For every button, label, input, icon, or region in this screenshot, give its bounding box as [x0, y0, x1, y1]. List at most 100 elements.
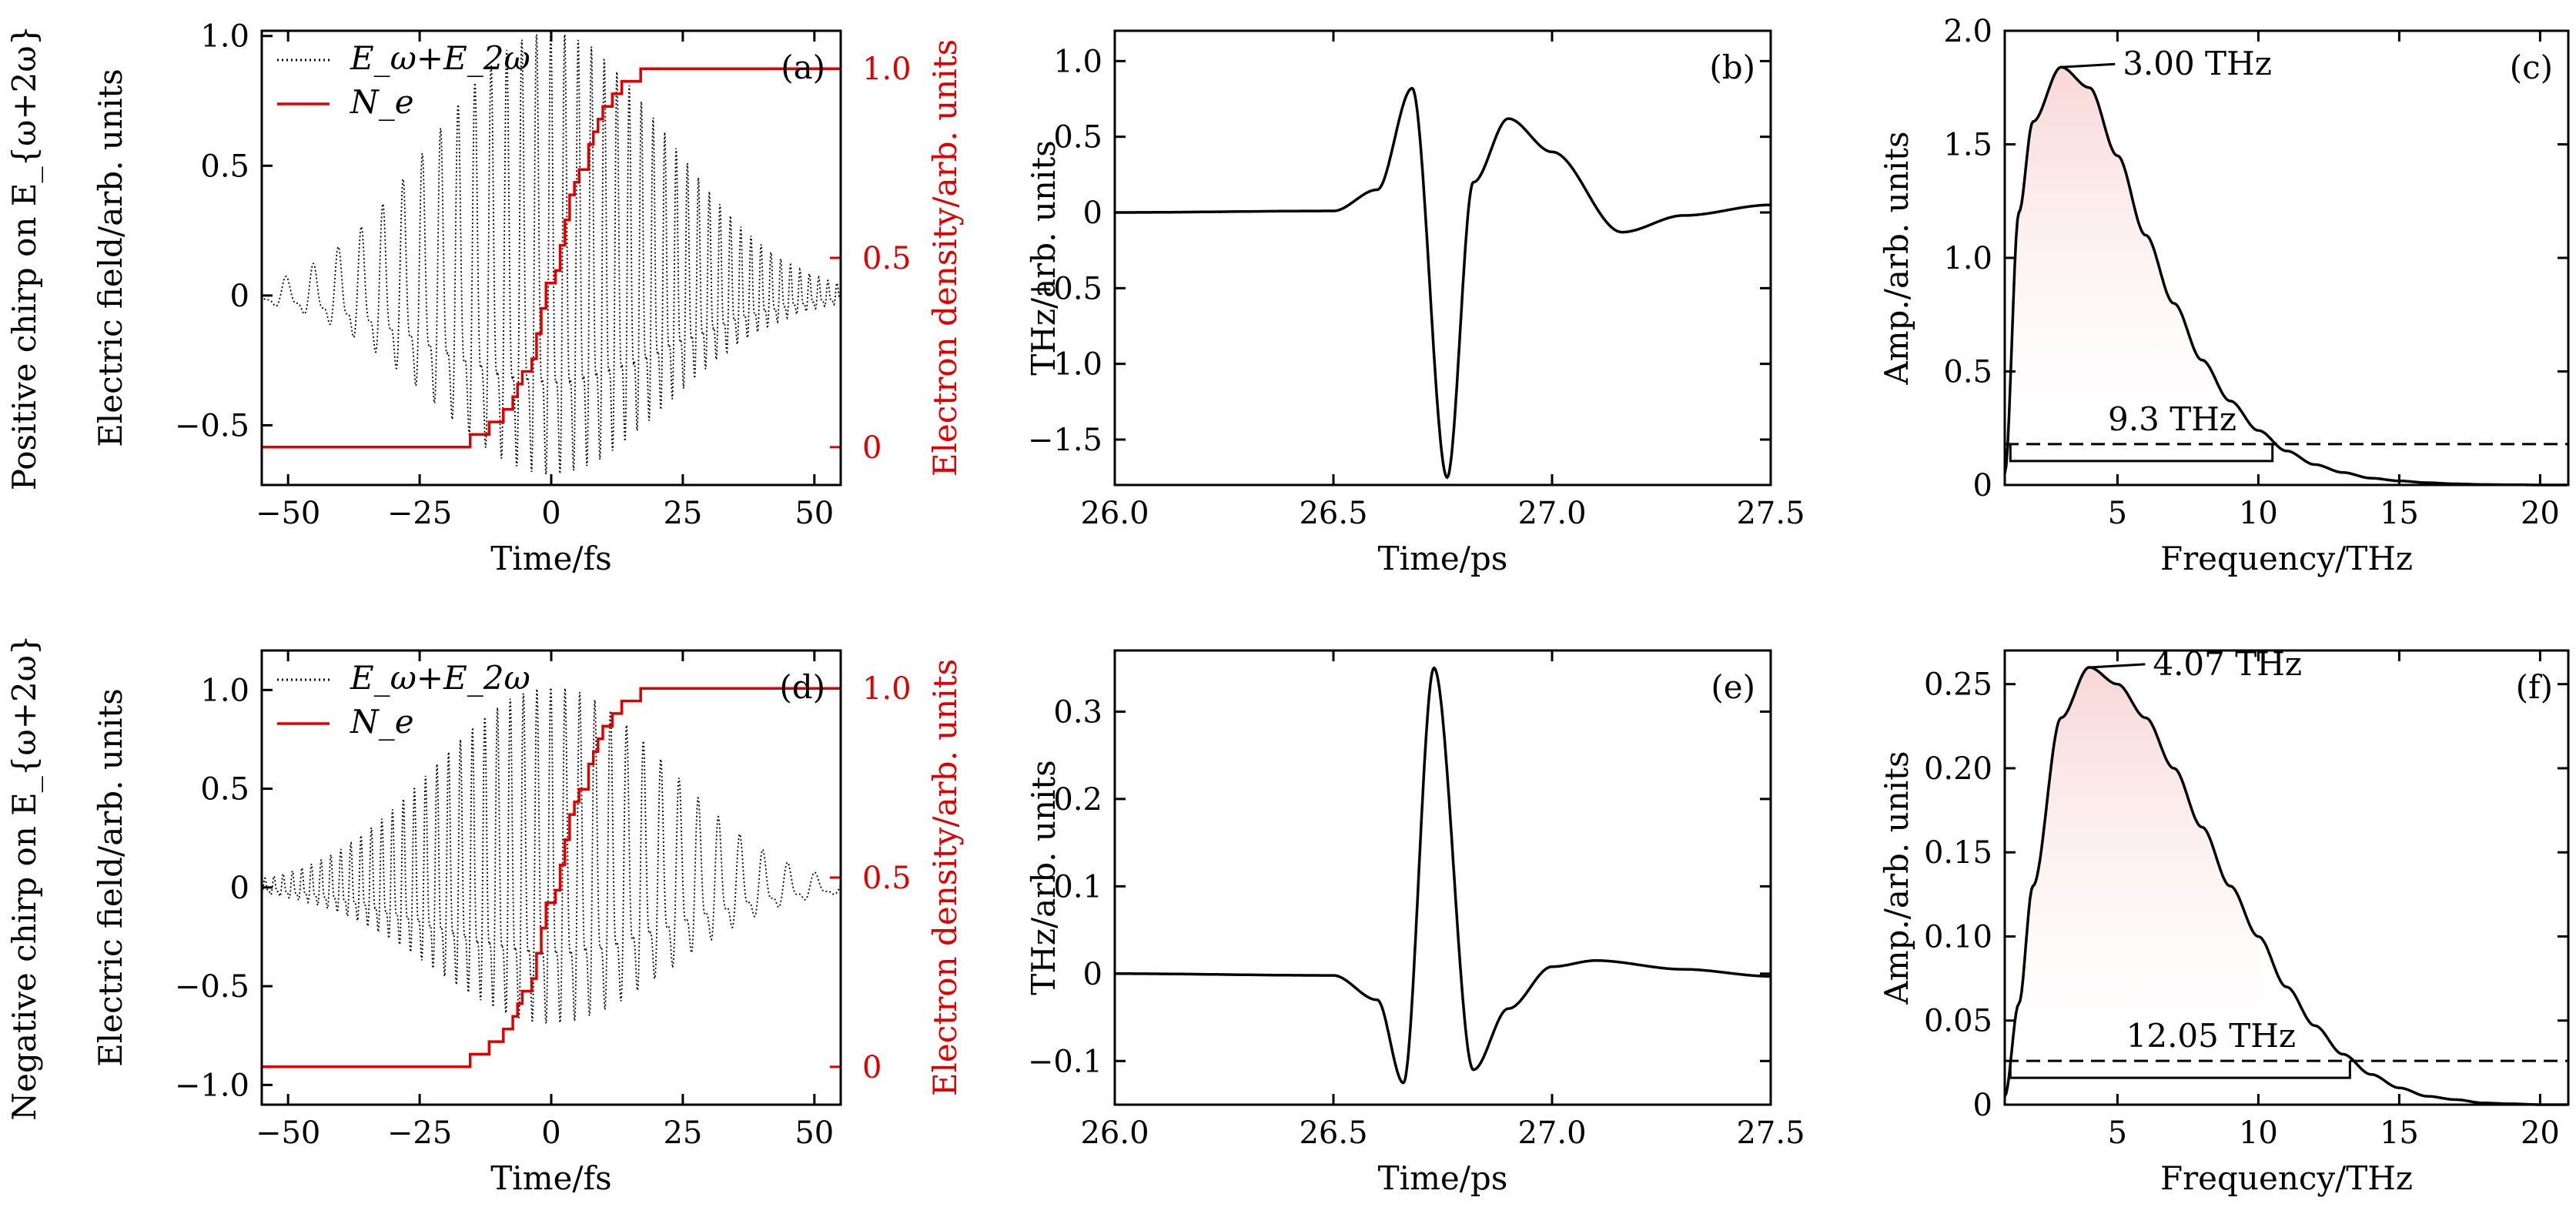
- x-tick-label: 27.5: [1736, 496, 1805, 531]
- y-tick-label: 1.0: [1943, 241, 1992, 276]
- legend-field-label: E_ω+E_2ω: [350, 659, 530, 697]
- x-tick-label: 0: [541, 1115, 560, 1151]
- x-axis-title: Time/ps: [1378, 540, 1508, 577]
- y-axis-title: Electric field/arb. units: [92, 688, 129, 1067]
- plot-frame: [260, 649, 842, 1106]
- thz-line: [1115, 86, 1771, 480]
- y-tick-label: 0.5: [1053, 120, 1102, 156]
- y-axis-title: Amp./arb. units: [1878, 751, 1915, 1005]
- y-tick-label: 0: [1083, 957, 1102, 992]
- right-tick-label: 0.5: [862, 861, 912, 896]
- field-line: [261, 686, 841, 1025]
- y-tick-label: 0.20: [1924, 751, 1992, 787]
- row-label: Negative chirp on E_{ω+2ω}: [5, 634, 43, 1120]
- thz-line: [1115, 666, 1771, 1085]
- panel-c: 9.3 THz 3.00 THz 5 10 15 20 0 0.5 1.0 1.5 2.0 Frequ…: [1878, 14, 2570, 577]
- y-tick-label: 1.0: [200, 673, 249, 708]
- y-tick-label: 0: [1973, 468, 1992, 503]
- spectrum-line: [2003, 666, 2568, 1106]
- y-axis-title: THz/arb. units: [1025, 140, 1062, 376]
- x-axis-title: Time/ps: [1378, 1159, 1508, 1197]
- plot-frame: [2003, 649, 2570, 1106]
- field-line: [261, 32, 841, 475]
- x-tick-label: −50: [256, 1115, 320, 1151]
- x-tick-label: 15: [2380, 1115, 2419, 1151]
- right-tick-label: 1.0: [862, 52, 912, 87]
- x-axis-title: Frequency/THz: [2160, 1159, 2413, 1197]
- legend-ne-label: N_e: [350, 83, 414, 121]
- y-tick-label: −0.5: [175, 408, 249, 443]
- panel-e: 26.0 26.5 27.0 27.5 −0.1 0 0.1 0.2 0.3 Time/ps THz…: [1025, 649, 1805, 1197]
- right-axis-title: Electron density/arb. units: [926, 659, 964, 1096]
- bandwidth-bracket: [2009, 1061, 2351, 1079]
- panel-letter: (a): [781, 48, 825, 86]
- y-tick-label: 0.10: [1924, 919, 1992, 955]
- bandwidth-label: 9.3 THz: [2108, 400, 2236, 438]
- x-axis-title: Frequency/THz: [2160, 540, 2413, 577]
- y-tick-label: 1.5: [1943, 128, 1992, 163]
- y-tick-label: 2.0: [1943, 14, 1992, 49]
- x-tick-label: 10: [2239, 1115, 2278, 1151]
- y-tick-label: 1.0: [200, 19, 249, 55]
- x-tick-label: 26.0: [1080, 496, 1149, 531]
- x-tick-label: −50: [256, 496, 320, 531]
- spectrum-shade: [2005, 67, 2231, 485]
- x-tick-label: 5: [2108, 1115, 2127, 1151]
- panel-a: 0 0.5 1.0 Electron density/arb. units E_ω+E_…: [5, 19, 964, 577]
- y-tick-label: 0.5: [200, 772, 249, 808]
- plot-frame: [1113, 649, 1772, 1106]
- y-tick-label: −1.0: [1028, 347, 1102, 383]
- x-tick-label: −25: [387, 496, 452, 531]
- x-tick-label: 15: [2380, 496, 2419, 531]
- y-tick-label: −0.1: [1028, 1044, 1102, 1079]
- peak-pointer: [2091, 663, 2146, 669]
- x-tick-label: 27.0: [1517, 1115, 1586, 1151]
- electron-density-line: [262, 687, 840, 1068]
- panel-letter: (d): [779, 668, 825, 706]
- y-tick-label: 0.25: [1924, 667, 1992, 703]
- plot-frame: [1113, 29, 1772, 487]
- x-tick-label: 25: [663, 496, 702, 531]
- y-tick-label: 0: [1973, 1088, 1992, 1123]
- x-tick-label: 10: [2239, 496, 2278, 531]
- panel-b: 26.0 26.5 27.0 27.5 −1.5 −1.0 −0.5 0 0.5 1.0 Time/…: [1025, 29, 1805, 577]
- y-tick-label: 0: [230, 871, 249, 906]
- y-tick-label: −1.0: [175, 1068, 249, 1103]
- plot-frame: [260, 29, 842, 487]
- right-tick-label: 0: [862, 430, 882, 466]
- y-tick-label: −1.5: [1028, 423, 1102, 458]
- y-tick-label: 0: [1083, 196, 1102, 231]
- y-tick-label: 0.5: [1943, 355, 1992, 390]
- panel-d: 0 0.5 1.0 Electron density/arb. units E_ω+E_…: [5, 634, 964, 1197]
- y-axis-title: Electric field/arb. units: [92, 69, 129, 447]
- y-tick-label: 0.3: [1053, 694, 1102, 730]
- row-label: Positive chirp on E_{ω+2ω}: [5, 25, 43, 491]
- bandwidth-bracket: [2009, 443, 2274, 463]
- panel-letter: (c): [2510, 48, 2553, 86]
- electron-density-line: [262, 67, 840, 449]
- y-tick-label: −0.5: [1028, 271, 1102, 306]
- legend-ne-label: N_e: [350, 703, 414, 741]
- panel-letter: (f): [2516, 668, 2553, 706]
- x-axis-title: Time/fs: [490, 1159, 611, 1197]
- y-axis-title: Amp./arb. units: [1878, 131, 1915, 385]
- y-axis-title: THz/arb. units: [1025, 760, 1062, 995]
- x-tick-label: 27.0: [1517, 496, 1586, 531]
- x-tick-label: 5: [2108, 496, 2127, 531]
- y-tick-label: 0.2: [1053, 782, 1102, 818]
- x-tick-label: 25: [663, 1115, 702, 1151]
- x-tick-label: 27.5: [1736, 1115, 1805, 1151]
- x-tick-label: 26.0: [1080, 1115, 1149, 1151]
- right-tick-label: 1.0: [862, 671, 912, 707]
- right-tick-label: 0.5: [862, 241, 912, 276]
- spectrum-shade: [2005, 667, 2261, 1105]
- x-tick-label: 26.5: [1299, 496, 1367, 531]
- y-tick-label: 0: [230, 279, 249, 314]
- x-tick-label: 50: [795, 1115, 834, 1151]
- right-tick-label: 0: [862, 1050, 882, 1085]
- x-tick-label: −25: [387, 1115, 452, 1151]
- x-tick-label: 0: [541, 496, 560, 531]
- y-tick-label: 1.0: [1053, 44, 1102, 79]
